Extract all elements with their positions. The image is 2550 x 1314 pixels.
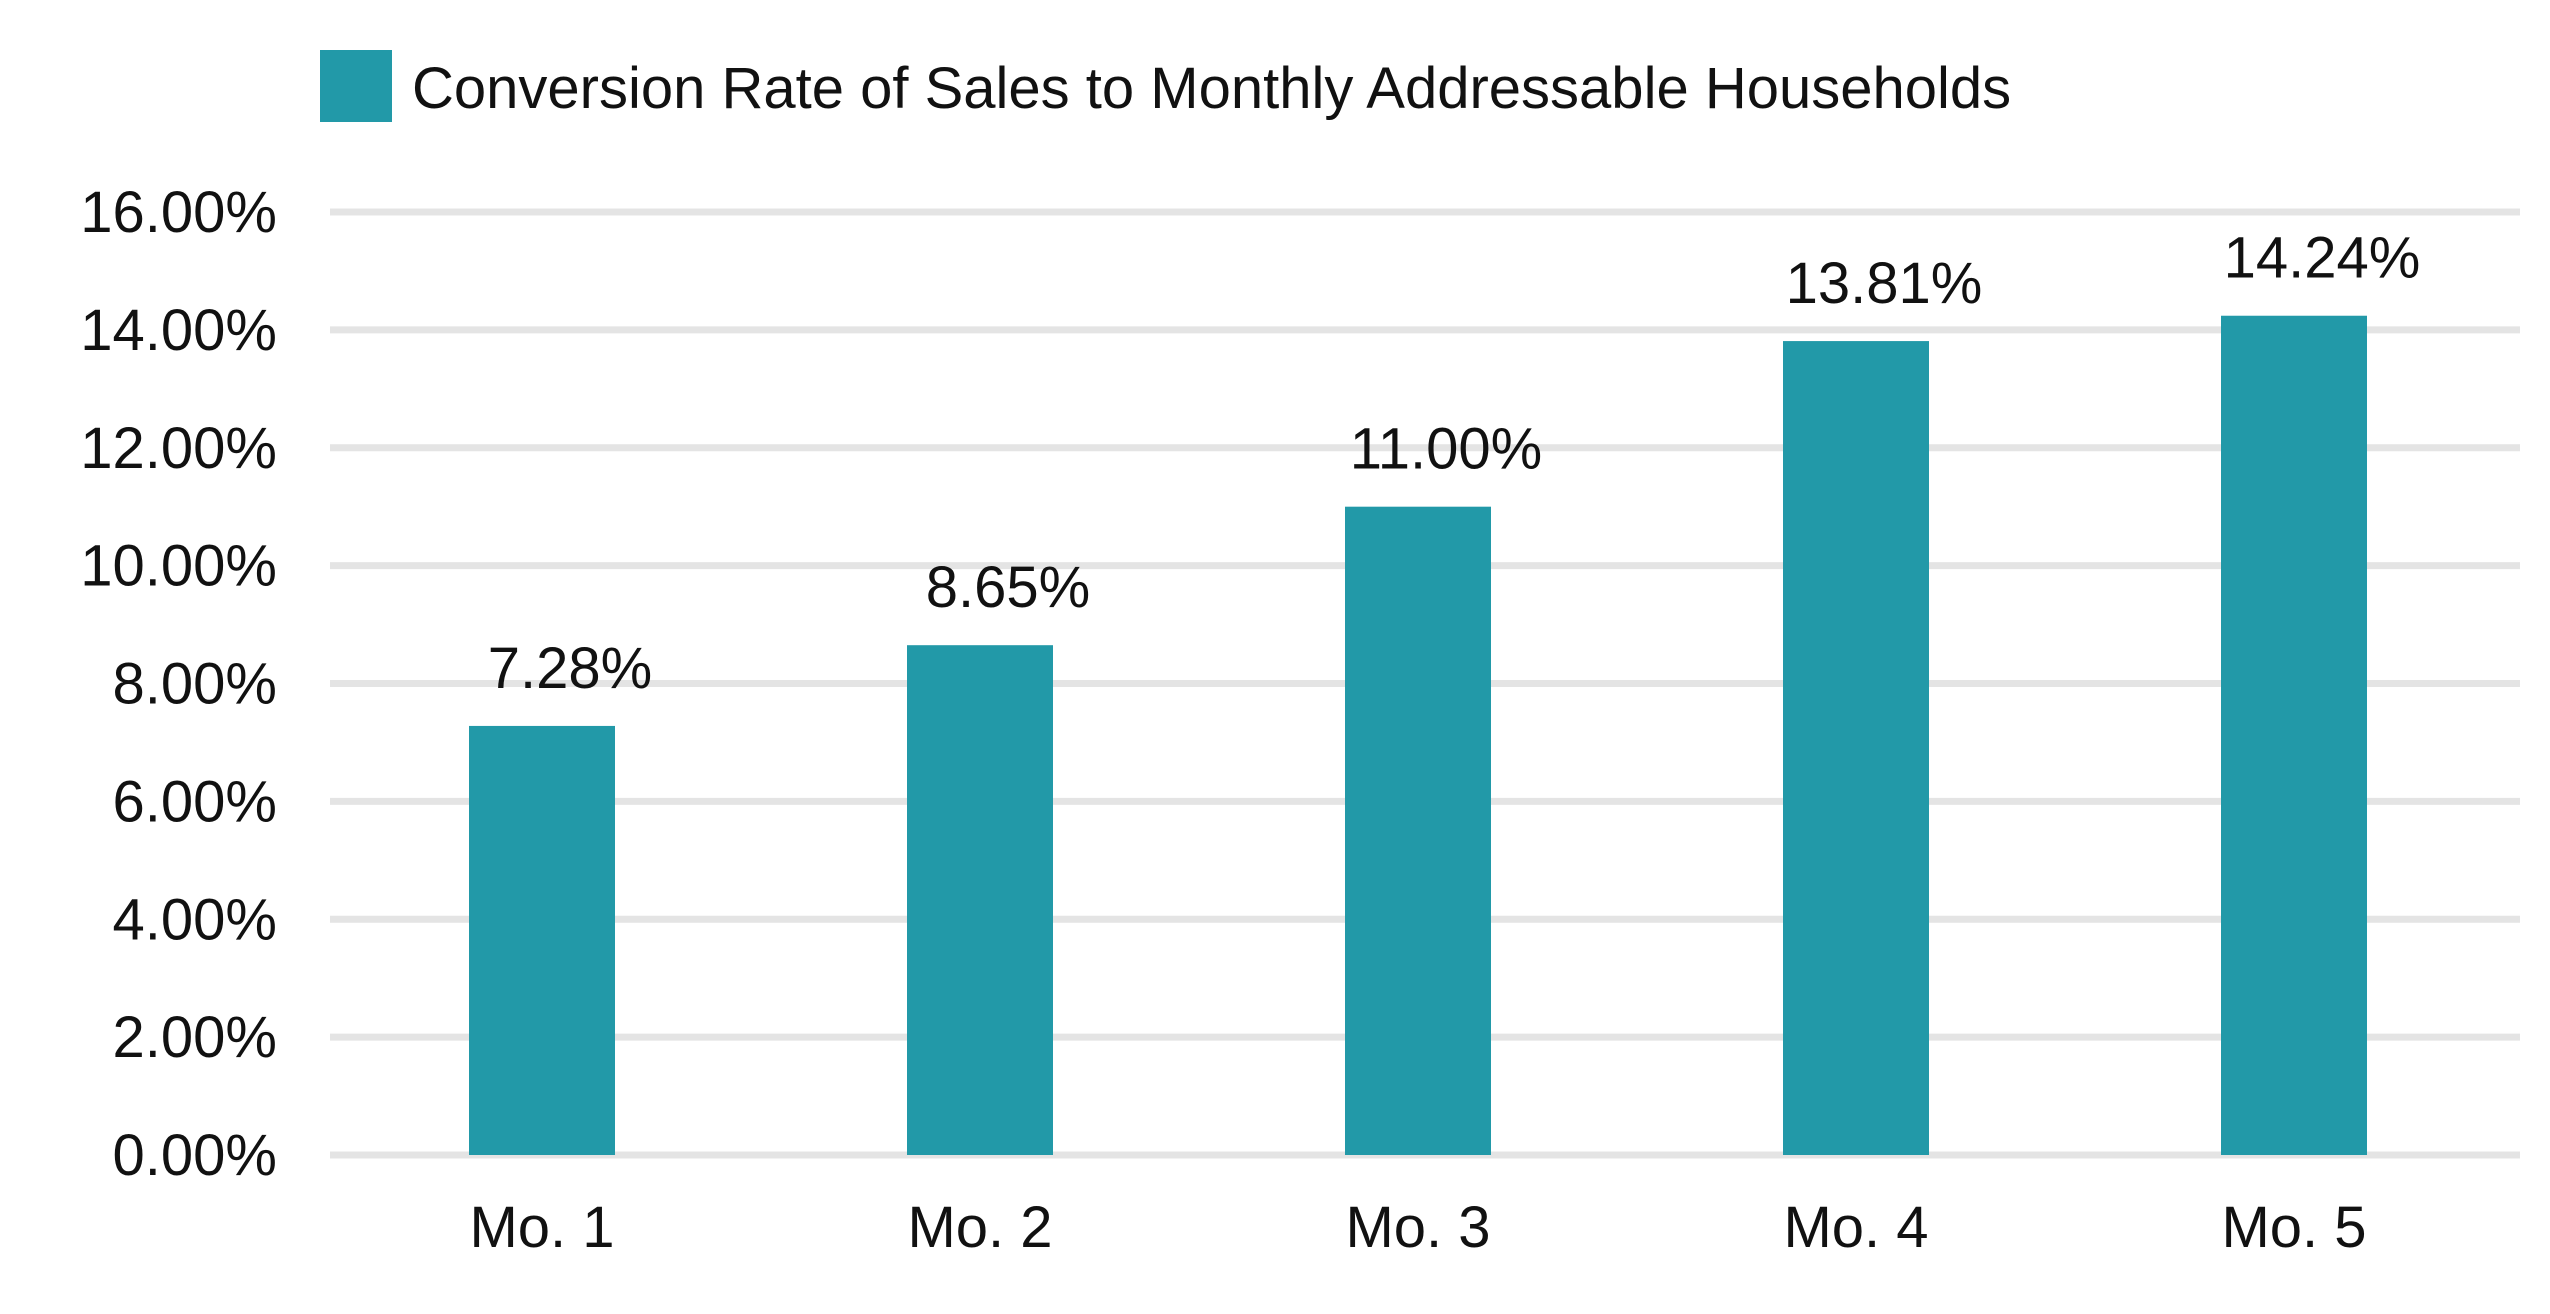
- y-tick-label-1: 2.00%: [113, 1005, 277, 1070]
- x-axis-tick-labels: Mo. 1 Mo. 2 Mo. 3 Mo. 4 Mo. 5: [469, 1195, 2366, 1260]
- legend: Conversion Rate of Sales to Monthly Addr…: [320, 50, 2011, 122]
- data-label-4: 13.81%: [1786, 251, 1983, 316]
- bar-5: [2221, 315, 2367, 1156]
- x-tick-label-4: Mo. 4: [1783, 1195, 1928, 1260]
- bars: [469, 315, 2367, 1156]
- bar-2: [907, 645, 1053, 1155]
- y-tick-label-2: 4.00%: [113, 887, 277, 952]
- data-label-1: 7.28%: [488, 636, 652, 701]
- bar-4: [1783, 341, 1929, 1155]
- x-tick-label-3: Mo. 3: [1345, 1195, 1490, 1260]
- legend-swatch: [320, 50, 392, 122]
- data-labels: 7.28% 8.65% 11.00% 13.81% 14.24%: [488, 226, 2421, 701]
- y-tick-label-6: 12.00%: [80, 416, 277, 481]
- y-tick-label-5: 10.00%: [80, 534, 277, 599]
- y-tick-label-4: 8.00%: [113, 652, 277, 717]
- bar-1: [469, 725, 615, 1155]
- x-tick-label-2: Mo. 2: [907, 1195, 1052, 1260]
- data-label-3: 11.00%: [1350, 417, 1542, 482]
- data-label-2: 8.65%: [926, 555, 1090, 620]
- data-label-5: 14.24%: [2224, 226, 2421, 291]
- y-tick-label-0: 0.00%: [113, 1123, 277, 1188]
- x-tick-label-5: Mo. 5: [2221, 1195, 2366, 1260]
- y-tick-label-7: 14.00%: [80, 298, 277, 363]
- x-tick-label-1: Mo. 1: [469, 1195, 614, 1260]
- bar-3: [1345, 506, 1491, 1155]
- y-axis-tick-labels: 0.00% 2.00% 4.00% 6.00% 8.00% 10.00% 12.00% 14.…: [80, 180, 277, 1188]
- legend-label: Conversion Rate of Sales to Monthly Addr…: [412, 56, 2011, 121]
- y-tick-label-8: 16.00%: [80, 180, 277, 245]
- y-tick-label-3: 6.00%: [113, 769, 277, 834]
